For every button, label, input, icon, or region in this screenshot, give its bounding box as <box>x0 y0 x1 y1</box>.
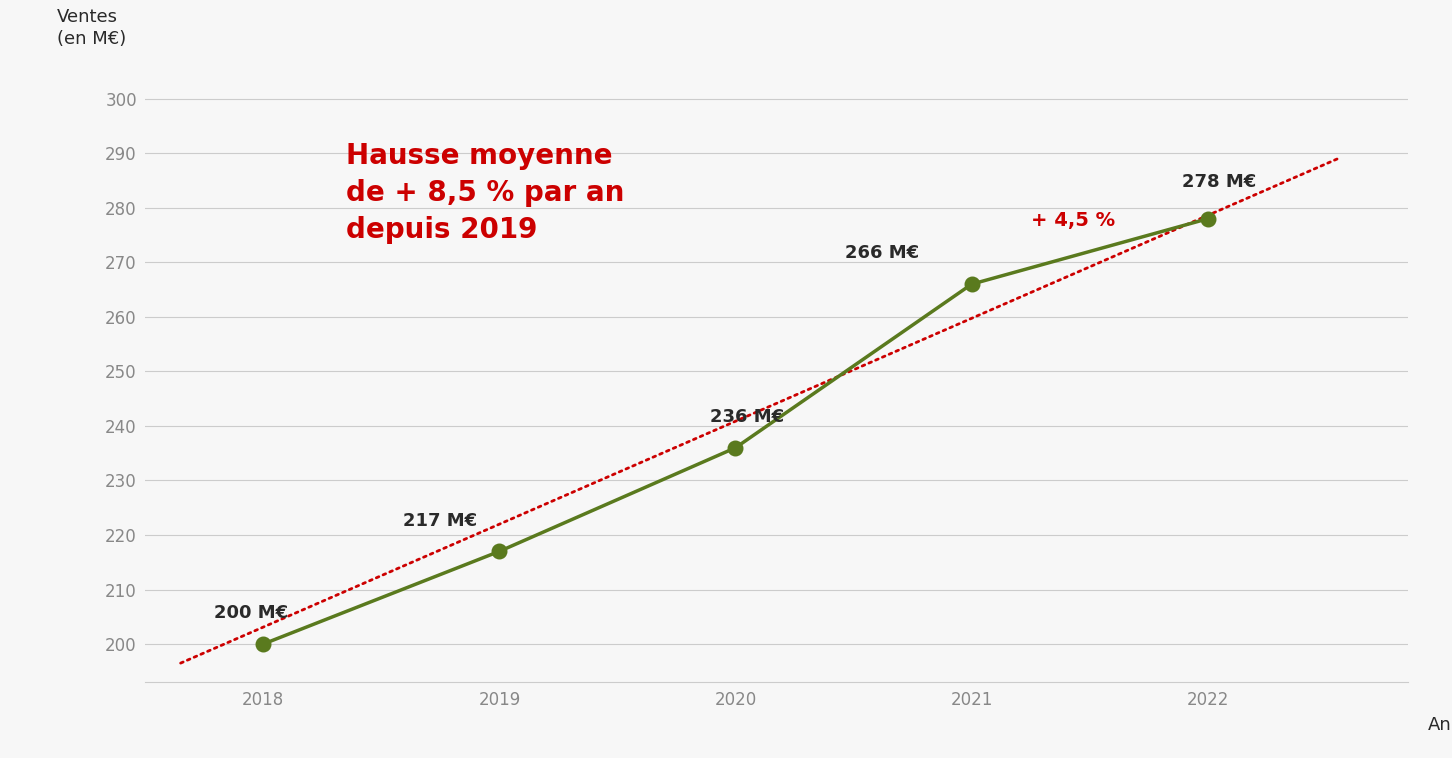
Text: 236 M€: 236 M€ <box>710 408 784 426</box>
Point <box>488 545 511 557</box>
Point <box>251 638 274 650</box>
Text: 200 M€: 200 M€ <box>215 604 289 622</box>
Text: 278 M€: 278 M€ <box>1182 174 1256 192</box>
Point <box>1196 213 1220 225</box>
Text: 266 M€: 266 M€ <box>845 244 919 262</box>
Point <box>960 278 983 290</box>
Text: Hausse moyenne
de + 8,5 % par an
depuis 2019: Hausse moyenne de + 8,5 % par an depuis … <box>346 143 624 244</box>
Point <box>725 442 748 454</box>
Text: 217 M€: 217 M€ <box>404 512 478 530</box>
Text: Ventes
(en M€): Ventes (en M€) <box>57 8 126 49</box>
Text: + 4,5 %: + 4,5 % <box>1031 211 1115 230</box>
Text: Année: Année <box>1427 716 1452 735</box>
